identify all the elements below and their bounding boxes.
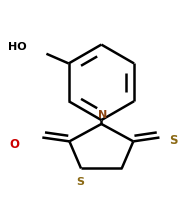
Text: S: S — [169, 134, 177, 147]
Text: N: N — [98, 111, 107, 120]
Text: HO: HO — [8, 41, 27, 52]
Text: S: S — [76, 177, 84, 187]
Text: O: O — [9, 138, 19, 151]
